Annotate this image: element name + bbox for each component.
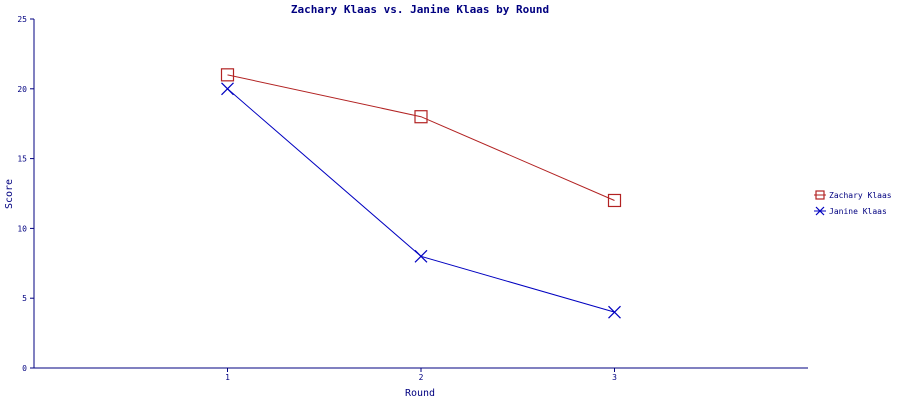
series-x xyxy=(221,82,621,319)
legend-item: Zachary Klaas xyxy=(814,190,892,200)
y-tick-label: 5 xyxy=(22,294,27,303)
x-tick-label: 2 xyxy=(419,373,424,382)
x-axis-ticks: 1 2 3 xyxy=(225,368,617,382)
y-tick-label: 0 xyxy=(22,364,27,373)
legend-marker xyxy=(815,206,825,216)
y-axis-ticks: 0 5 10 15 20 25 xyxy=(17,15,34,373)
y-axis-label: Score xyxy=(4,179,15,209)
y-tick-label: 10 xyxy=(17,224,27,233)
legend-marker xyxy=(815,190,825,200)
series-layer xyxy=(220,68,622,319)
series-line xyxy=(227,74,615,201)
legend-label: Zachary Klaas xyxy=(829,191,892,200)
legend-item: Janine Klaas xyxy=(814,206,887,216)
data-point xyxy=(608,305,621,319)
chart-title: Zachary Klaas vs. Janine Klaas by Round xyxy=(291,3,549,16)
data-point xyxy=(220,68,235,82)
x-tick-label: 3 xyxy=(612,373,617,382)
y-tick-label: 15 xyxy=(17,155,27,164)
x-tick-label: 1 xyxy=(225,373,230,382)
y-tick-label: 25 xyxy=(17,15,27,24)
data-point xyxy=(607,193,622,208)
x-axis-label: Round xyxy=(405,388,435,399)
axes xyxy=(33,19,808,369)
legend: Zachary Klaas Janine Klaas xyxy=(814,190,892,216)
data-point xyxy=(414,110,428,124)
series-square xyxy=(220,68,622,208)
data-point xyxy=(221,82,234,96)
legend-label: Janine Klaas xyxy=(829,207,887,216)
y-tick-label: 20 xyxy=(17,85,27,94)
data-point xyxy=(414,249,428,263)
